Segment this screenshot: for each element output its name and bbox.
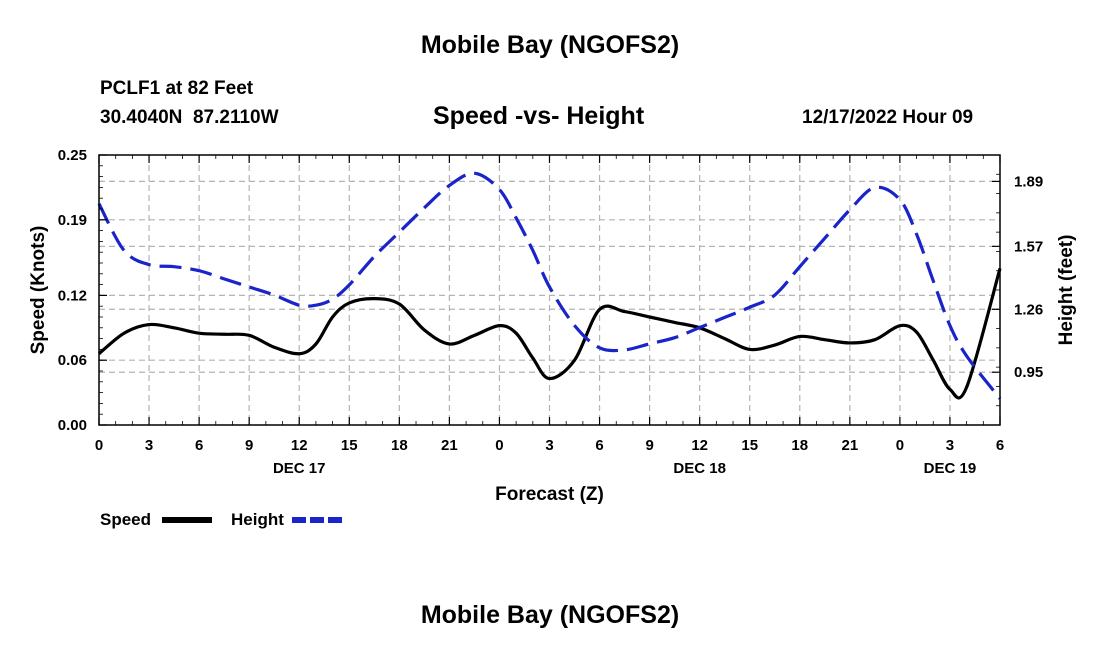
y-tick-label: 0.19 bbox=[58, 212, 87, 229]
speed-series-line bbox=[97, 267, 1002, 400]
x-tick-label: 3 bbox=[946, 437, 954, 454]
x-tick-label: 0 bbox=[495, 437, 503, 454]
x-tick-label: 21 bbox=[841, 437, 858, 454]
x-tick-label: 3 bbox=[145, 437, 153, 454]
x-tick-label: 18 bbox=[391, 437, 408, 454]
day-label: DEC 18 bbox=[673, 460, 726, 477]
x-tick-label: 18 bbox=[791, 437, 808, 454]
y-tick-label: 0.06 bbox=[58, 352, 87, 369]
legend-speed-swatch bbox=[162, 517, 212, 523]
x-tick-label: 9 bbox=[645, 437, 653, 454]
x-tick-label: 15 bbox=[741, 437, 758, 454]
x-tick-label: 9 bbox=[245, 437, 253, 454]
legend-height-swatch bbox=[292, 517, 342, 523]
x-tick-label: 12 bbox=[291, 437, 308, 454]
y2-axis-label: Height (feet) bbox=[1056, 235, 1077, 346]
x-tick-label: 3 bbox=[545, 437, 553, 454]
y2-tick-label: 0.95 bbox=[1014, 364, 1043, 381]
y2-tick-label: 1.26 bbox=[1014, 301, 1043, 318]
y-axis-label: Speed (Knots) bbox=[28, 226, 49, 355]
height-series-line bbox=[97, 171, 1002, 400]
footer-title: Mobile Bay (NGOFS2) bbox=[420, 601, 680, 629]
x-tick-label: 21 bbox=[441, 437, 458, 454]
legend-height-label: Height bbox=[231, 510, 284, 529]
legend-speed-label: Speed bbox=[100, 510, 152, 529]
chart-subtitle: Speed -vs- Height bbox=[433, 102, 645, 130]
station-label: PCLF1 at 82 Feet bbox=[100, 78, 254, 99]
x-tick-label: 12 bbox=[691, 437, 708, 454]
chart-title: Mobile Bay (NGOFS2) bbox=[420, 31, 680, 59]
x-tick-label: 15 bbox=[341, 437, 358, 454]
x-axis-label: Forecast (Z) bbox=[495, 484, 604, 505]
station-coords: 30.4040N 87.2110W bbox=[100, 107, 279, 128]
y-tick-label: 0.12 bbox=[58, 287, 87, 304]
day-label: DEC 17 bbox=[273, 460, 326, 477]
x-tick-label: 0 bbox=[896, 437, 904, 454]
x-tick-label: 0 bbox=[95, 437, 103, 454]
x-tick-label: 6 bbox=[996, 437, 1004, 454]
y-tick-label: 0.00 bbox=[58, 417, 87, 434]
y2-tick-label: 1.57 bbox=[1014, 238, 1043, 255]
x-tick-label: 6 bbox=[595, 437, 603, 454]
y2-tick-label: 1.89 bbox=[1014, 173, 1043, 190]
y-tick-label: 0.25 bbox=[58, 147, 87, 164]
day-label: DEC 19 bbox=[924, 460, 977, 477]
forecast-datetime: 12/17/2022 Hour 09 bbox=[802, 107, 974, 128]
x-tick-label: 6 bbox=[195, 437, 203, 454]
